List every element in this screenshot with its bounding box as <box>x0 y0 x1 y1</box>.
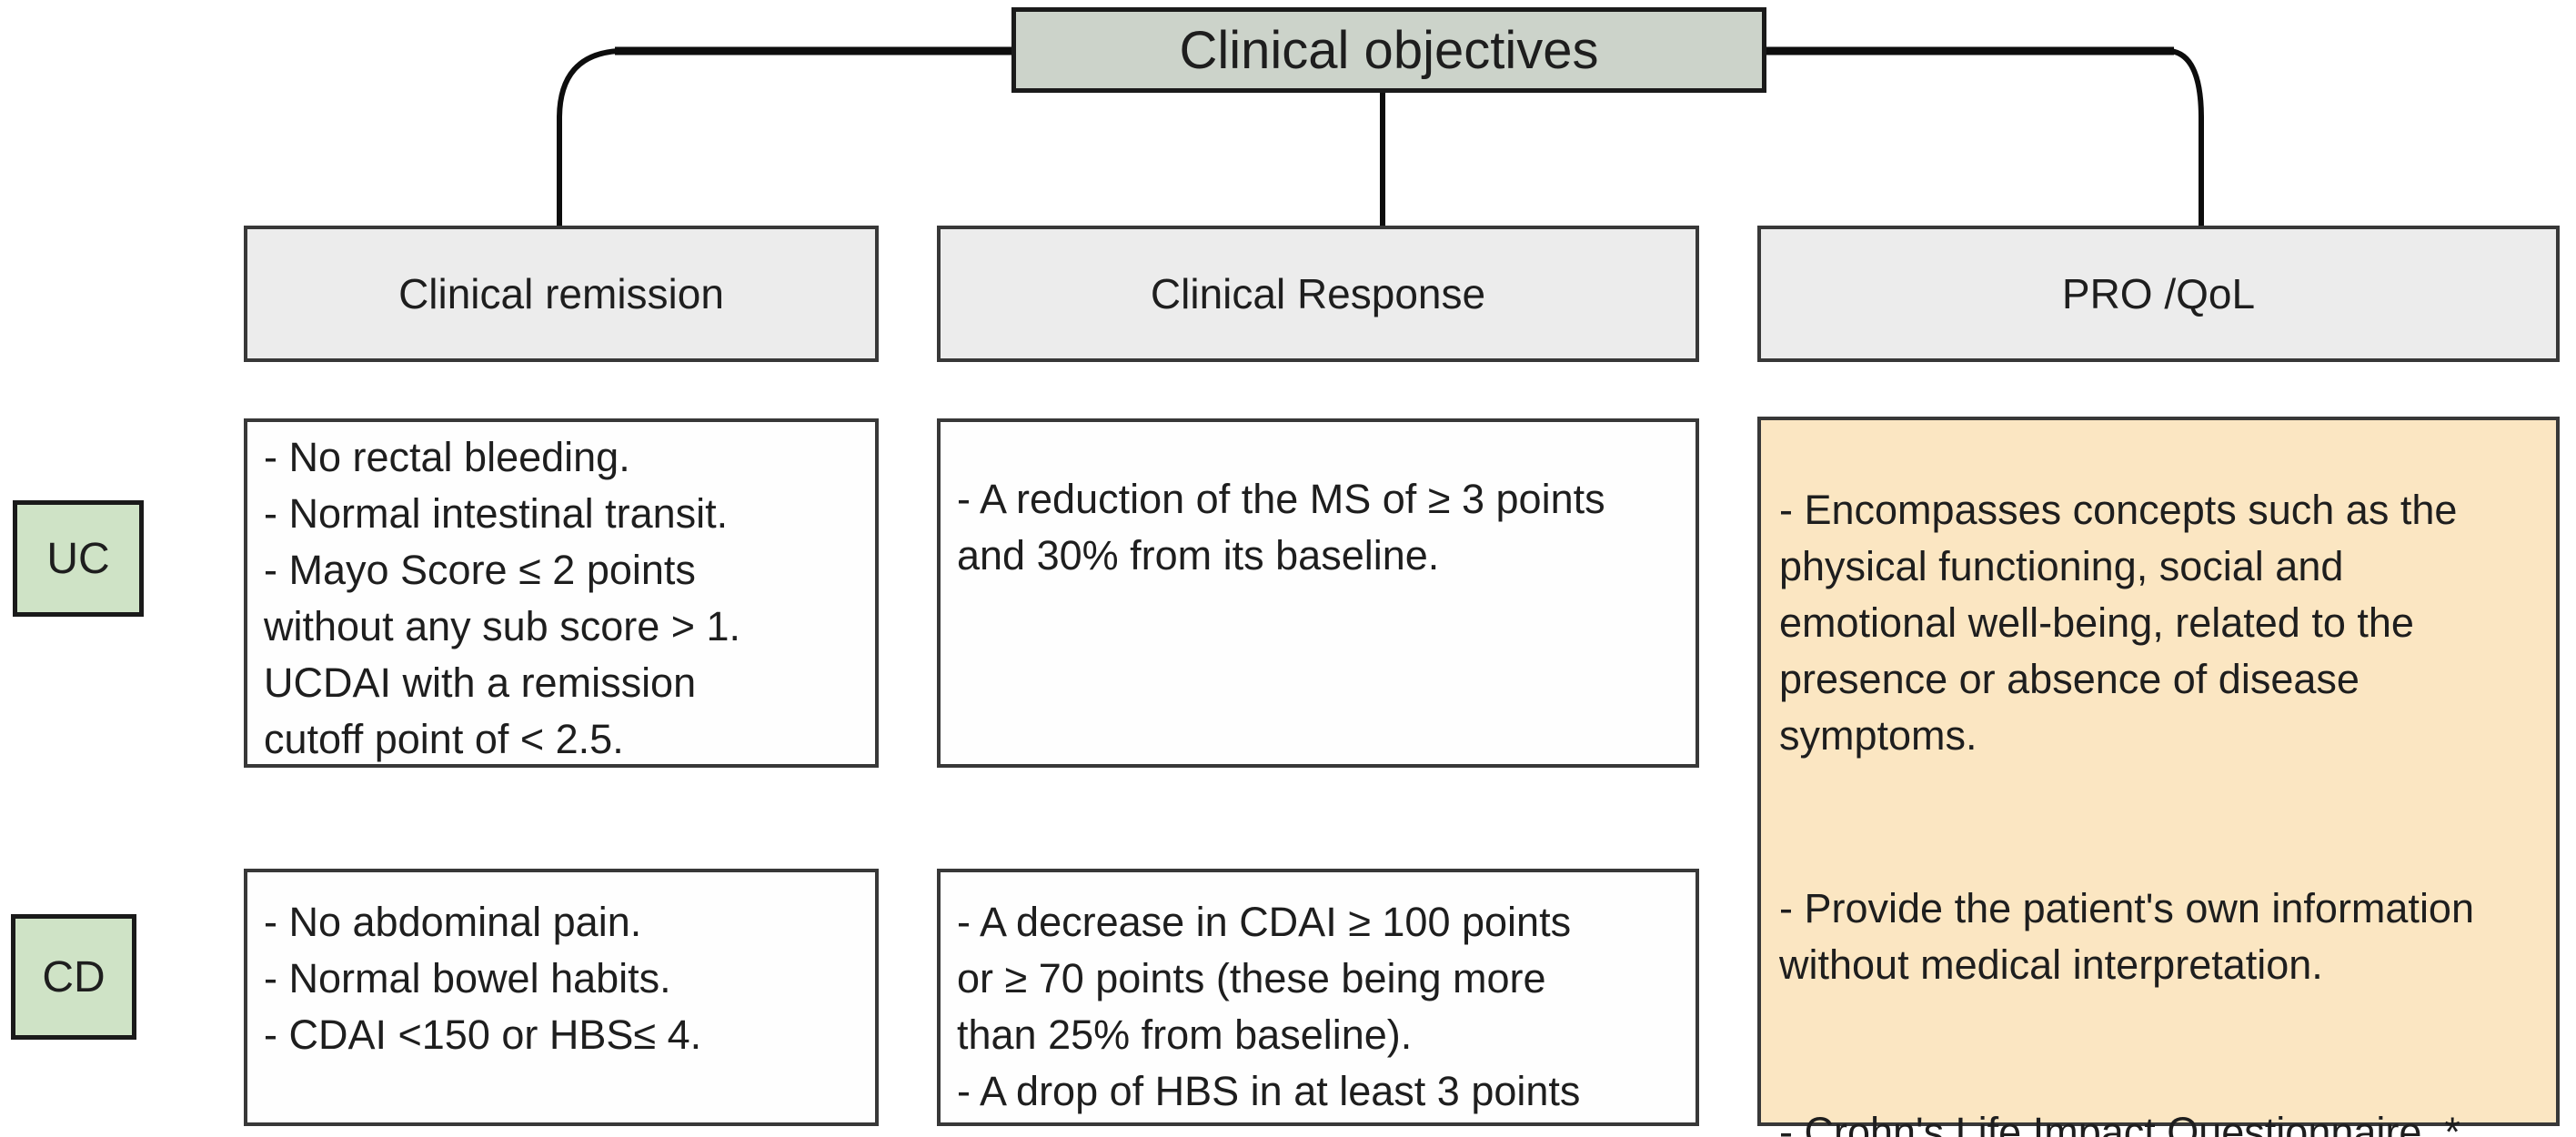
cd-clinical-response-box: - A decrease in CDAI ≥ 100 points or ≥ 7… <box>937 869 1699 1126</box>
row-label-text: CD <box>42 952 106 1001</box>
pro-qol-questionnaires-list: - Crohn's Life Impact Questionnaire. * -… <box>1779 1109 2460 1137</box>
pro-qol-box: - Encompasses concepts such as the physi… <box>1757 417 2560 1137</box>
connector-right-elbow-line <box>2169 48 2204 227</box>
column-header-label: Clinical Response <box>1150 270 1486 317</box>
row-label-text: UC <box>46 534 110 583</box>
row-label-uc: UC <box>13 500 144 617</box>
column-header-pro-qol: PRO /QoL <box>1757 226 2560 362</box>
pro-qol-definition-paragraph: - Encompasses concepts such as the physi… <box>1779 487 2458 759</box>
clinical-objectives-title-box: Clinical objectives <box>1011 7 1766 93</box>
diagram-title: Clinical objectives <box>1179 20 1599 80</box>
cd-clinical-remission-box: - No abdominal pain. - Normal bowel habi… <box>244 869 879 1126</box>
connector-left-elbow-line <box>557 48 619 227</box>
uc-clinical-remission-box: - No rectal bleeding. - Normal intestina… <box>244 418 879 768</box>
column-header-label: Clinical remission <box>398 270 724 317</box>
column-header-clinical-remission: Clinical remission <box>244 226 879 362</box>
column-header-label: PRO /QoL <box>2061 270 2256 317</box>
column-header-clinical-response: Clinical Response <box>937 226 1699 362</box>
row-label-cd: CD <box>11 914 136 1040</box>
pro-qol-information-paragraph: - Provide the patient's own information … <box>1779 885 2474 988</box>
uc-clinical-response-box: - A reduction of the MS of ≥ 3 points an… <box>937 418 1699 768</box>
